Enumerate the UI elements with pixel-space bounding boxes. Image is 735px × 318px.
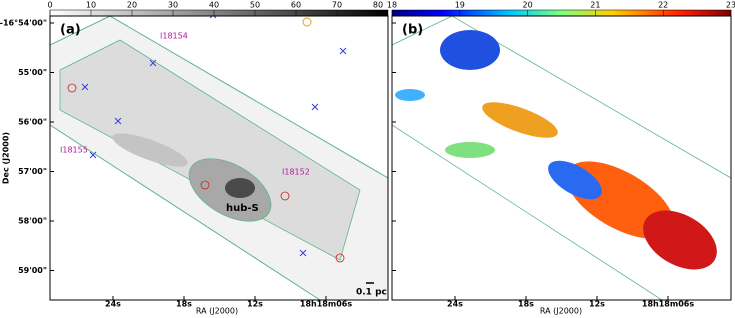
x-tick-label: 12s (589, 300, 605, 309)
x-tick-label: 12s (247, 300, 263, 309)
colorbar-tick-label: 21 (590, 1, 600, 10)
colorbar-a (49, 9, 389, 17)
x-tick-label: 18h18m06s (300, 300, 352, 309)
frame-a (49, 15, 389, 301)
colorbar-tick-label: 20 (523, 1, 533, 10)
colorbar-tick-label: 40 (209, 1, 219, 10)
colorbar-tick-label: 50 (250, 1, 260, 10)
annotation: hub-S (226, 203, 259, 214)
scale-label: 0.1 pc (356, 288, 387, 298)
y-axis-label: Dec (J2000) (2, 132, 11, 184)
colorbar-tick-label: 30 (168, 1, 178, 10)
colorbar-tick-label: 19 (455, 1, 465, 10)
y-tick-label: 56'00" (18, 118, 47, 127)
annotation: I18154 (160, 32, 188, 41)
x-tick-label: 24s (447, 300, 463, 309)
colorbar-tick-label: 20 (127, 1, 137, 10)
colorbar-tick-label: 80 (373, 1, 383, 10)
colorbar-tick-label: 23 (726, 1, 735, 10)
colorbar-tick-label: 70 (332, 1, 342, 10)
y-tick-label: -16°54'00" (0, 19, 47, 28)
y-tick-label: 57'00" (18, 167, 47, 176)
x-axis-label: RA (J2000) (540, 307, 582, 316)
colorbar-tick-label: 10 (86, 1, 96, 10)
y-tick-label: 55'00" (18, 68, 47, 77)
y-tick-label: 58'00" (18, 217, 47, 226)
annotation: I18155 (60, 146, 88, 155)
x-axis-label: RA (J2000) (196, 307, 238, 316)
x-tick-label: 18h18m06s (642, 300, 694, 309)
y-tick-label: 59'00" (18, 266, 47, 275)
colorbar-tick-label: 18 (387, 1, 397, 10)
frame-b (391, 15, 732, 301)
map-b (392, 16, 731, 300)
annotation: I18152 (282, 168, 310, 177)
colorbar-tick-label: 22 (658, 1, 668, 10)
panel-label: (a) (60, 23, 81, 38)
colorbar-b (391, 9, 732, 17)
colorbar-tick-label: 60 (291, 1, 301, 10)
panel-label: (b) (402, 23, 423, 38)
x-tick-label: 24s (105, 300, 121, 309)
x-tick-label: 18s (518, 300, 534, 309)
map-a (50, 16, 388, 300)
colorbar-tick-label: 0 (47, 1, 52, 10)
x-tick-label: 18s (176, 300, 192, 309)
